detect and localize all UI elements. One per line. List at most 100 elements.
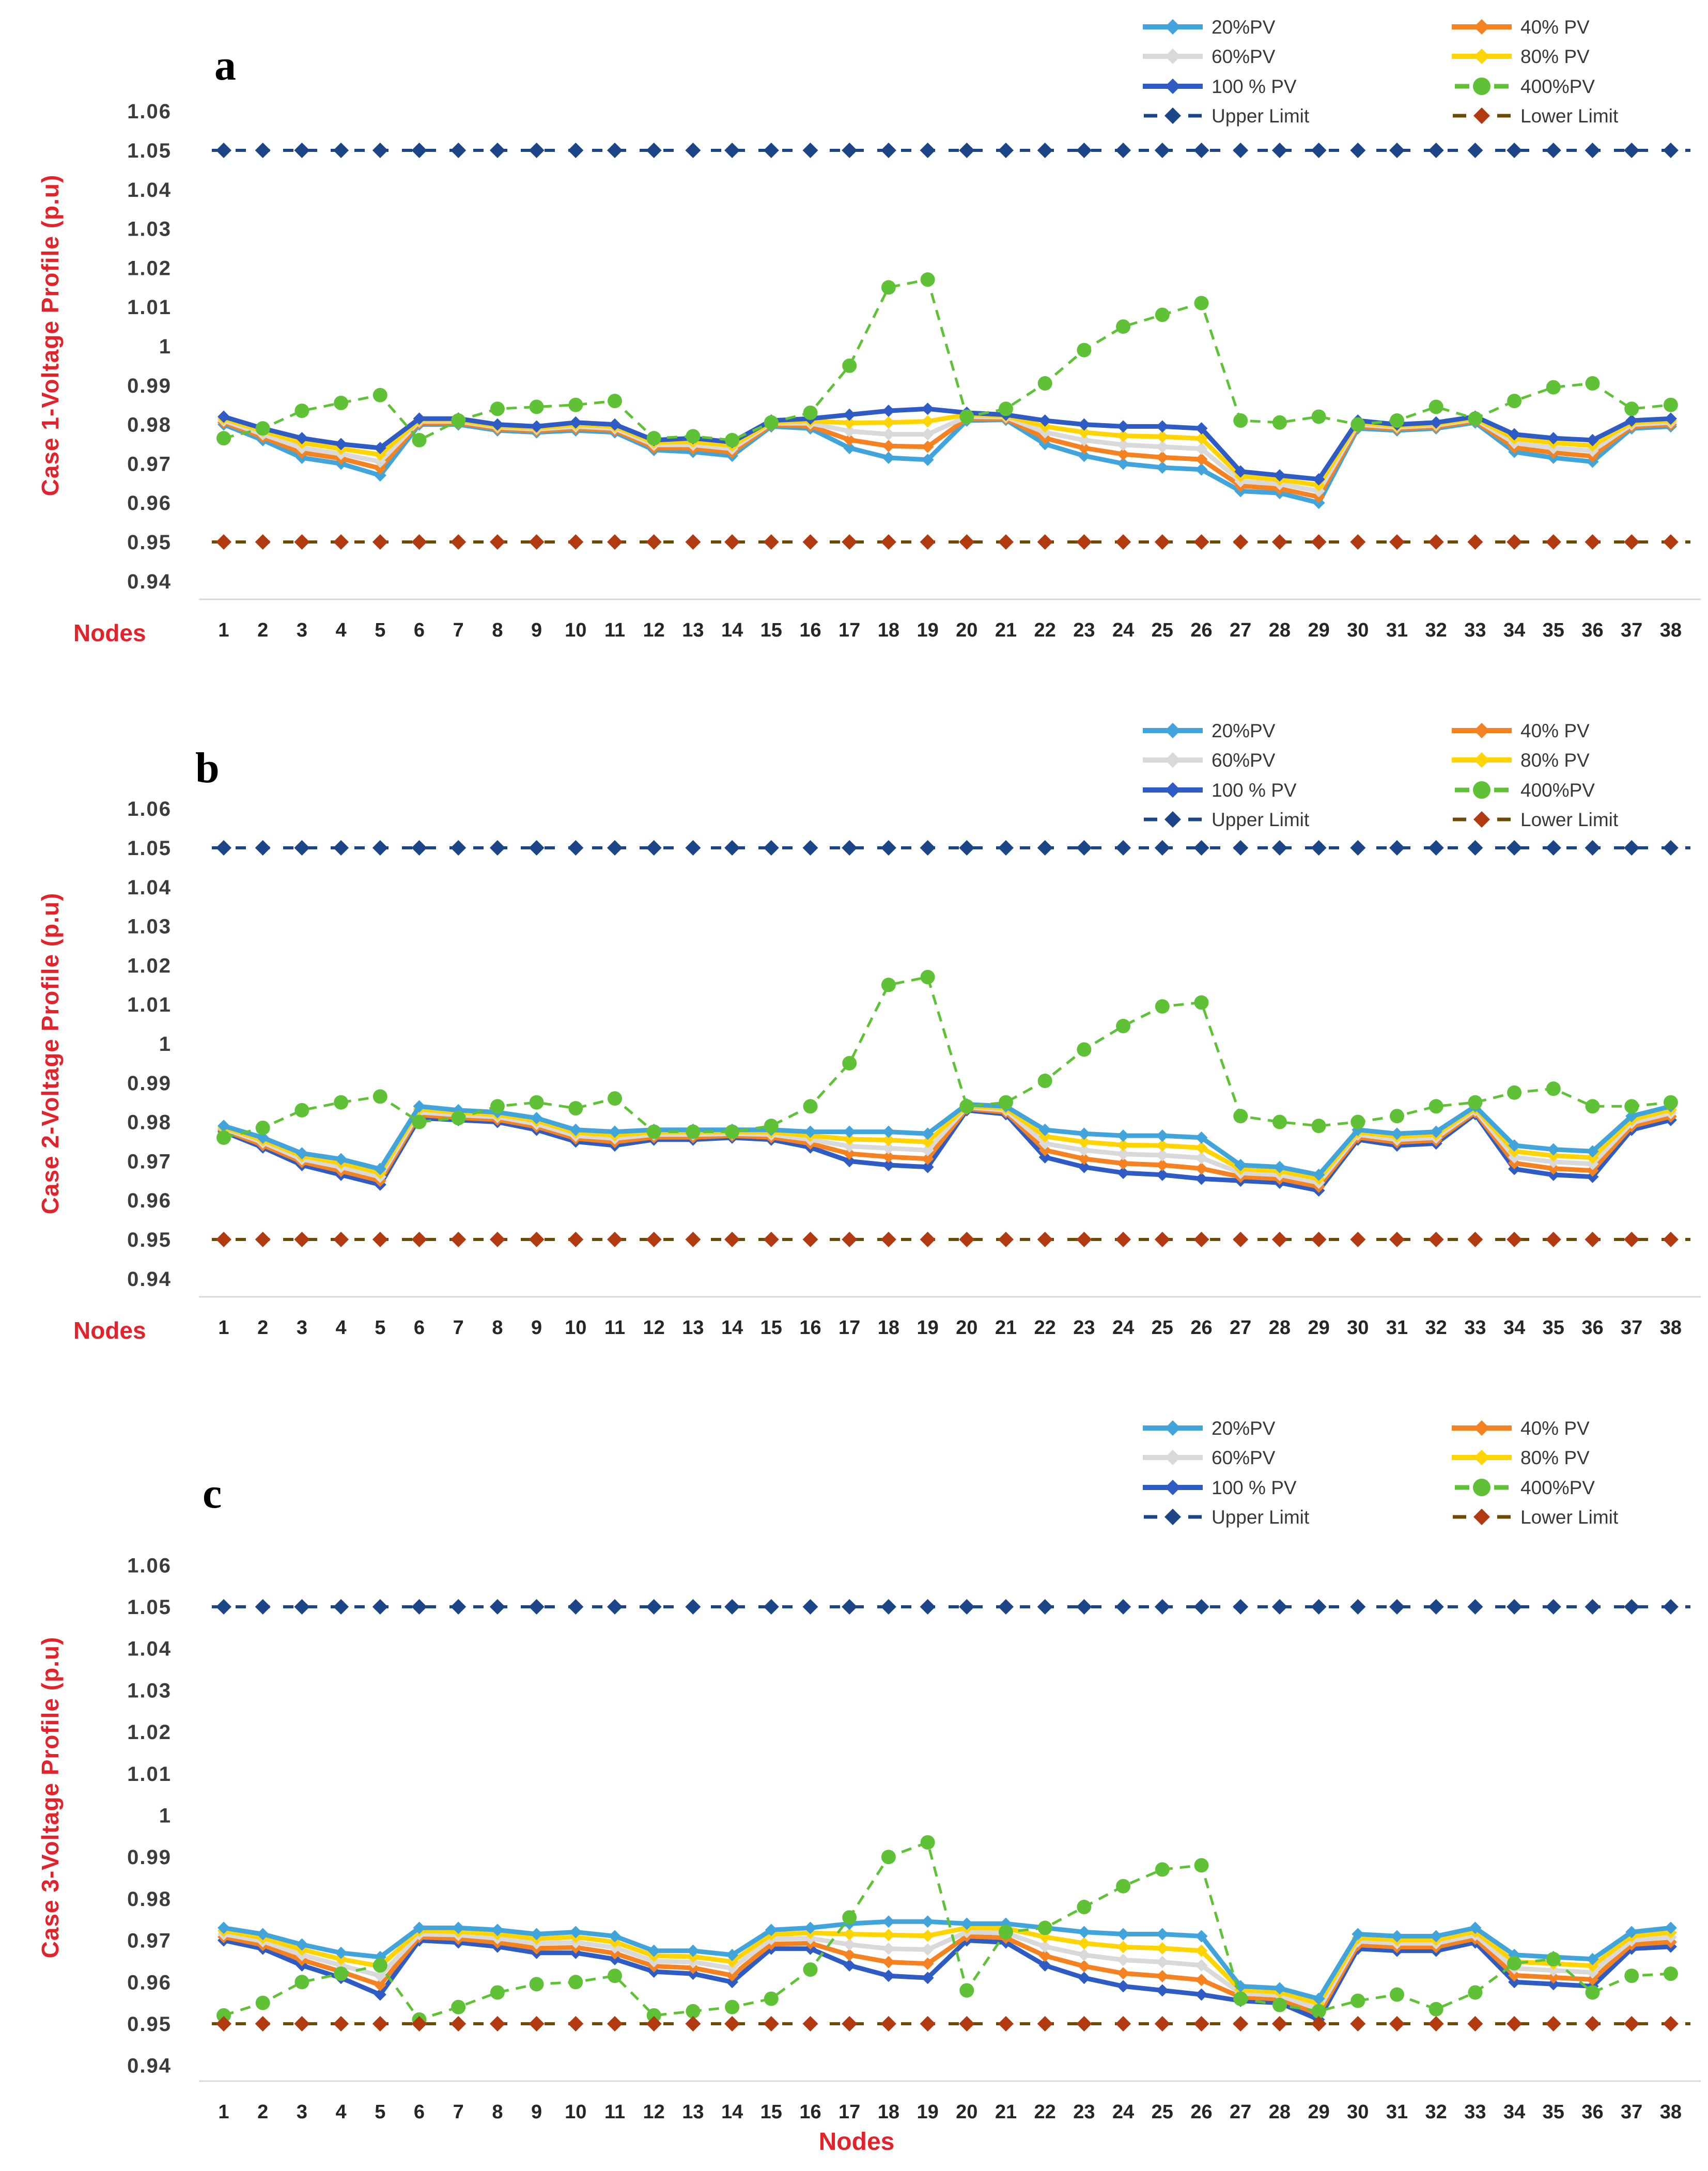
marker-diamond [374, 462, 386, 475]
marker-diamond [724, 534, 740, 550]
marker-diamond [1193, 1599, 1209, 1615]
marker-diamond [255, 143, 271, 158]
marker-diamond [1586, 433, 1599, 446]
marker-diamond [451, 1599, 467, 1615]
legend-entry-40% PV: 40% PV [1452, 1418, 1590, 1439]
marker-diamond [1234, 1980, 1247, 1993]
x-tick-label: 7 [453, 619, 464, 641]
marker-diamond [843, 1133, 856, 1145]
marker-diamond [255, 1232, 271, 1247]
marker-diamond [607, 2016, 623, 2032]
legend-label: Lower Limit [1520, 1507, 1619, 1528]
legend-entry-60%PV: 60%PV [1143, 1447, 1276, 1468]
marker-diamond [921, 1915, 934, 1928]
marker-diamond [1165, 723, 1181, 738]
marker-diamond [1271, 840, 1287, 856]
marker-diamond [1474, 1450, 1489, 1465]
y-tick-label: 1.06 [127, 1554, 172, 1577]
marker-diamond [1430, 416, 1442, 429]
marker-diamond [530, 420, 543, 433]
x-tick-label: 1 [218, 2101, 229, 2123]
marker-diamond [1585, 143, 1601, 158]
marker-diamond [333, 1599, 349, 1615]
marker-diamond [1586, 1959, 1599, 1972]
y-tick-label: 0.96 [127, 1189, 172, 1212]
marker-diamond [1117, 429, 1130, 442]
marker-diamond [726, 1962, 739, 1975]
marker-diamond [763, 534, 779, 550]
marker-diamond [255, 2016, 271, 2032]
marker-diamond [1624, 1599, 1640, 1615]
legend-label: 20%PV [1212, 17, 1276, 38]
x-tick-label: 23 [1073, 619, 1095, 641]
marker-diamond [607, 1599, 623, 1615]
marker-diamond [726, 1955, 739, 1968]
x-tick-label: 17 [839, 619, 860, 641]
marker-diamond [1467, 1599, 1483, 1615]
marker-diamond [411, 2016, 427, 2032]
marker-diamond [296, 432, 308, 445]
x-tick-label: 34 [1503, 619, 1525, 641]
legend-entry-100 % PV: 100 % PV [1143, 76, 1297, 97]
marker-diamond [920, 2016, 936, 2032]
marker-diamond [1164, 107, 1181, 124]
marker-diamond [529, 2016, 545, 2032]
x-tick-label: 17 [839, 1317, 860, 1339]
legend-label: 100 % PV [1212, 780, 1297, 801]
marker-diamond [726, 1948, 739, 1961]
marker-diamond [411, 143, 427, 158]
marker-diamond [1467, 840, 1483, 856]
marker-diamond [1193, 840, 1209, 856]
legend-label: 100 % PV [1212, 1477, 1297, 1498]
x-tick-label: 2 [257, 2101, 268, 2123]
marker-diamond [1156, 440, 1169, 453]
legend-label: 20%PV [1212, 720, 1276, 741]
marker-diamond [451, 840, 467, 856]
marker-diamond [1156, 1168, 1169, 1181]
marker-diamond [413, 412, 426, 425]
x-tick-label: 27 [1230, 1317, 1251, 1339]
marker-diamond [1311, 840, 1327, 856]
marker-diamond [530, 1928, 543, 1941]
marker-diamond [529, 1599, 545, 1615]
x-tick-label: 24 [1112, 619, 1134, 641]
marker-diamond [1117, 1980, 1130, 1993]
marker-diamond [529, 840, 545, 856]
marker-diamond [1467, 1232, 1483, 1247]
x-tick-label: 38 [1660, 1317, 1682, 1339]
marker-diamond [1545, 840, 1561, 856]
marker-diamond [372, 143, 388, 158]
marker-diamond [489, 1232, 505, 1247]
marker-diamond [411, 1232, 427, 1247]
marker-diamond [880, 1599, 896, 1615]
marker-diamond [882, 1158, 895, 1171]
marker-diamond [1350, 1599, 1366, 1615]
marker-diamond [1428, 143, 1444, 158]
marker-diamond [1508, 428, 1521, 441]
marker-diamond [724, 1232, 740, 1247]
marker-diamond [880, 2016, 896, 2032]
legend-label: 40% PV [1520, 720, 1590, 741]
x-tick-label: 14 [721, 1317, 743, 1339]
x-tick-label: 16 [799, 619, 821, 641]
marker-diamond [372, 840, 388, 856]
marker-diamond [1233, 840, 1249, 856]
marker-diamond [1156, 1149, 1169, 1162]
marker-diamond [218, 1120, 230, 1133]
marker-diamond [1311, 1599, 1327, 1615]
legend-label: 400%PV [1520, 780, 1595, 801]
marker-diamond [1195, 453, 1208, 466]
marker-diamond [374, 448, 386, 461]
series-Upper Limit [212, 1599, 1690, 1615]
legend-label: Upper Limit [1212, 1507, 1310, 1528]
marker-diamond [255, 1599, 271, 1615]
marker-diamond [1507, 143, 1523, 158]
marker-diamond [1165, 49, 1181, 64]
y-tick-label: 1.05 [127, 837, 172, 860]
marker-diamond [998, 143, 1014, 158]
marker-diamond [1154, 1232, 1170, 1247]
x-tick-label: 36 [1581, 619, 1603, 641]
marker-diamond [685, 143, 701, 158]
x-tick-label: 18 [878, 1317, 899, 1339]
legend-entry-Upper Limit: Upper Limit [1144, 1507, 1310, 1528]
